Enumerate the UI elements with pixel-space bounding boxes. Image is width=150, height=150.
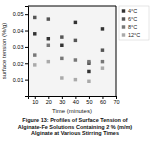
- legend-label: 8°C: [128, 24, 137, 30]
- y-tick-label: 0.02: [13, 61, 24, 67]
- point: [60, 35, 63, 38]
- point: [33, 16, 36, 19]
- legend-item: 12°C: [122, 32, 141, 38]
- legend-frame: [119, 6, 149, 40]
- x-tick-label: 10: [32, 99, 38, 105]
- point: [101, 27, 104, 30]
- point: [33, 63, 36, 66]
- y-tick-mark: [25, 47, 28, 48]
- marks: [33, 16, 104, 83]
- y-tick-mark: [25, 31, 28, 32]
- chart-title-line: Alginate at Various Stirring Times: [31, 130, 119, 136]
- point: [87, 60, 90, 63]
- chart-title-line: Alginate-Fe Solutions Containing 2 % (m/…: [18, 124, 132, 130]
- chart-container: 10 20 30 40 50 60 70 0.01 0.02 0.03 0.04 0.05 Time (…: [0, 0, 150, 150]
- y-tick: 0.02: [13, 61, 28, 67]
- legend-item: 6°C: [122, 16, 137, 22]
- x-tick-label: 30: [59, 99, 65, 105]
- y-tick-label: 0.05: [13, 11, 24, 17]
- y-tick: 0.04: [13, 28, 28, 34]
- x-tick: 30: [59, 96, 65, 105]
- series: [33, 44, 104, 64]
- x-tick-label: 50: [86, 99, 92, 105]
- point: [101, 60, 104, 63]
- point: [33, 53, 36, 56]
- y-tick: 0.05: [13, 11, 28, 17]
- legend-item: 8°C: [122, 24, 137, 30]
- chart-title: Figure 13: Profiles of Surface Tension o…: [18, 117, 132, 136]
- x-axis-title: Time (minutes): [52, 108, 92, 114]
- legend-label: 6°C: [128, 16, 137, 22]
- point: [74, 58, 77, 61]
- legend-swatch: [122, 9, 125, 12]
- plot: 10 20 30 40 50 60 70 0.01 0.02 0.03 0.04 0.05: [13, 6, 120, 105]
- x-tick: 40: [73, 96, 79, 105]
- y-tick-label: 0.04: [13, 28, 24, 34]
- legend-item: 4°C: [122, 8, 137, 14]
- y-tick-mark: [25, 80, 28, 81]
- legend-label: 12°C: [128, 32, 140, 38]
- series: [33, 21, 104, 74]
- legend-swatch: [122, 33, 125, 36]
- point: [47, 60, 50, 63]
- y-tick-mark: [25, 14, 28, 15]
- point: [101, 48, 104, 51]
- chart-svg: 10 20 30 40 50 60 70 0.01 0.02 0.03 0.04 0.05 Time (…: [0, 0, 150, 150]
- x-tick: 10: [32, 96, 38, 105]
- point: [60, 44, 63, 47]
- legend: 4°C 6°C 8°C 12°C: [119, 6, 149, 40]
- x-tick: 20: [46, 96, 52, 105]
- point: [33, 32, 36, 35]
- y-axis-line: [25, 7, 29, 97]
- y-tick-label: 0.01: [13, 77, 24, 83]
- series: [33, 16, 104, 65]
- legend-swatch: [122, 25, 125, 28]
- point: [47, 44, 50, 47]
- chart-title-line: Figure 13: Profiles of Surface Tension o…: [22, 117, 128, 123]
- point: [74, 39, 77, 42]
- x-tick: 60: [100, 96, 106, 105]
- y-axis: 0.01 0.02 0.03 0.04 0.05: [13, 7, 29, 97]
- y-tick: 0.01: [13, 77, 28, 83]
- x-tick-label: 60: [100, 99, 106, 105]
- legend-label: 4°C: [128, 8, 137, 14]
- x-axis: 10 20 30 40 50 60 70: [29, 96, 120, 105]
- y-tick-mark: [25, 63, 28, 64]
- point: [60, 76, 63, 79]
- x-tick-label: 70: [113, 99, 119, 105]
- x-tick-label: 20: [46, 99, 52, 105]
- plot-frame: [28, 6, 116, 7]
- x-tick-label: 40: [73, 99, 79, 105]
- point: [47, 37, 50, 40]
- plot-background: [28, 6, 116, 96]
- point: [101, 66, 104, 69]
- x-tick: 50: [86, 96, 92, 105]
- point: [74, 21, 77, 24]
- point: [87, 70, 90, 73]
- point: [87, 80, 90, 83]
- y-tick-label: 0.03: [13, 44, 24, 50]
- y-axis-title: surface tension (%/g): [1, 23, 7, 80]
- series: [33, 60, 104, 83]
- plot-frame: [116, 6, 117, 96]
- point: [74, 78, 77, 81]
- point: [60, 57, 63, 60]
- x-tick: 70: [113, 96, 119, 105]
- point: [47, 17, 50, 20]
- legend-swatch: [122, 17, 125, 20]
- y-tick: 0.03: [13, 44, 28, 50]
